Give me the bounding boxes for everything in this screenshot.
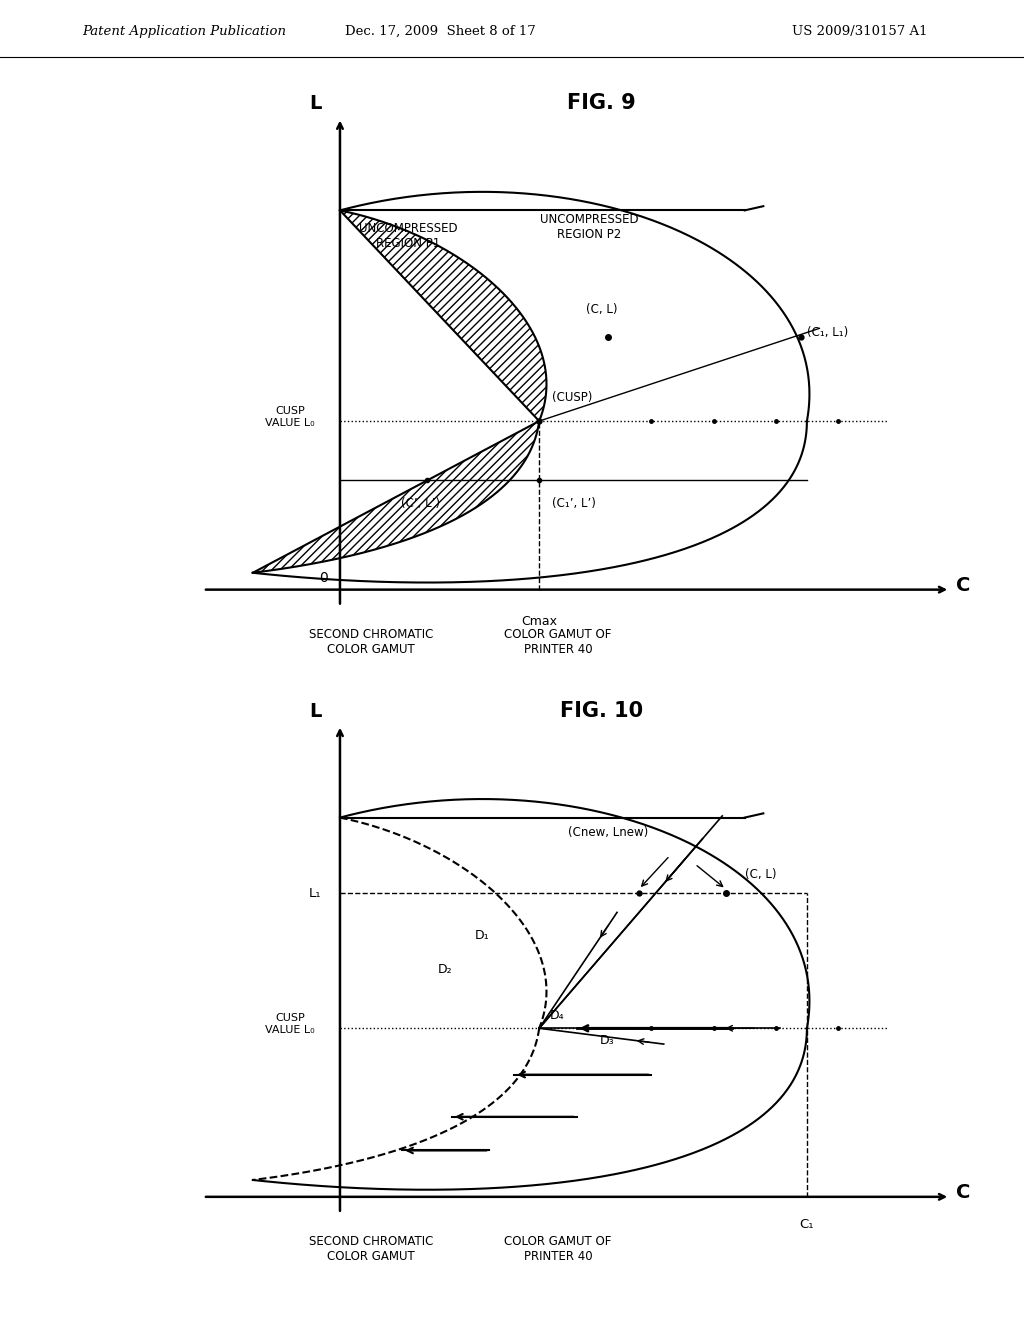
Text: SECOND CHROMATIC
COLOR GAMUT: SECOND CHROMATIC COLOR GAMUT [309, 1234, 433, 1263]
Text: Patent Application Publication: Patent Application Publication [82, 25, 286, 38]
Text: (C’, L’): (C’, L’) [401, 496, 440, 510]
Text: (C₁’, L’): (C₁’, L’) [552, 496, 596, 510]
Text: COLOR GAMUT OF
PRINTER 40: COLOR GAMUT OF PRINTER 40 [504, 627, 611, 656]
Text: C: C [956, 1183, 971, 1203]
Text: FIG. 9: FIG. 9 [567, 94, 636, 114]
Text: (CUSP): (CUSP) [552, 391, 592, 404]
Text: D₃: D₃ [599, 1035, 614, 1048]
Text: L: L [309, 95, 322, 114]
Text: CUSP
VALUE L₀: CUSP VALUE L₀ [265, 1014, 315, 1035]
Text: Cmax: Cmax [521, 615, 557, 628]
Text: Dec. 17, 2009  Sheet 8 of 17: Dec. 17, 2009 Sheet 8 of 17 [345, 25, 536, 38]
Text: C: C [956, 576, 971, 595]
Text: D₄: D₄ [550, 1008, 564, 1022]
Text: L: L [309, 702, 322, 721]
Text: (C, L): (C, L) [586, 302, 617, 315]
Text: 0: 0 [318, 572, 328, 586]
Text: D₁: D₁ [475, 929, 489, 942]
Text: UNCOMPRESSED
REGION P1: UNCOMPRESSED REGION P1 [359, 222, 458, 249]
Text: (C₁, L₁): (C₁, L₁) [807, 326, 848, 339]
Text: SECOND CHROMATIC
COLOR GAMUT: SECOND CHROMATIC COLOR GAMUT [309, 627, 433, 656]
Text: US 2009/310157 A1: US 2009/310157 A1 [793, 25, 928, 38]
Text: UNCOMPRESSED
REGION P2: UNCOMPRESSED REGION P2 [540, 214, 638, 242]
Text: CUSP
VALUE L₀: CUSP VALUE L₀ [265, 407, 315, 428]
Text: (C, L): (C, L) [744, 867, 776, 880]
Text: COLOR GAMUT OF
PRINTER 40: COLOR GAMUT OF PRINTER 40 [504, 1234, 611, 1263]
Text: L₁: L₁ [309, 887, 322, 900]
Text: FIG. 10: FIG. 10 [560, 701, 643, 721]
Text: D₂: D₂ [437, 962, 452, 975]
Text: C₁: C₁ [800, 1218, 814, 1232]
Text: (Cnew, Lnew): (Cnew, Lnew) [567, 825, 648, 838]
